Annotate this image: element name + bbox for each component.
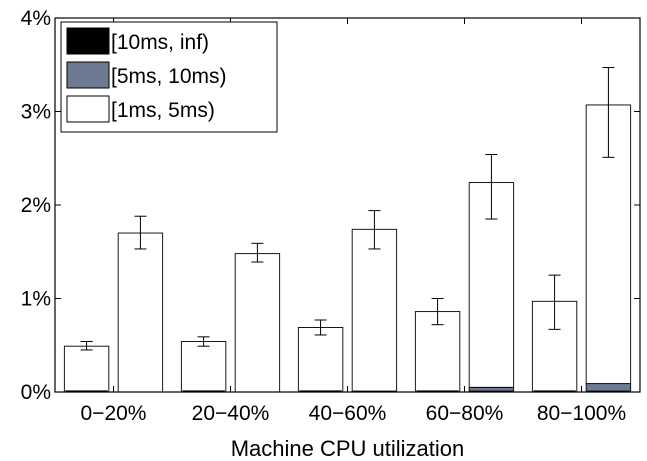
bars-layer: [63, 104, 632, 393]
errorbar-stacked-0: [134, 215, 147, 250]
errorbar-stacked-1: [251, 242, 264, 263]
bar-standalone-1: [180, 341, 227, 393]
errorbar-standalone-4: [548, 274, 561, 330]
y-tick-label-1: 1%: [21, 288, 51, 311]
y-tick-label-3: 3%: [21, 101, 51, 124]
x-axis-title: Machine CPU utilization: [231, 436, 465, 461]
legend-label-1: [5ms, 10ms): [111, 65, 227, 88]
errorbar-stacked-2: [368, 210, 381, 250]
errorbar-stacked-3: [485, 154, 498, 220]
y-tick-label-2: 2%: [21, 194, 51, 217]
bar-stacked-1-series-2: [234, 253, 281, 393]
bar-standalone-0: [63, 345, 110, 393]
legend-swatch-0: [66, 27, 110, 55]
bar-stacked-0-series-2: [117, 232, 164, 393]
bar-standalone-2: [297, 327, 344, 393]
y-axis: 0% 1% 2% 3% 4%: [21, 7, 640, 404]
bar-standalone-base-4: [533, 390, 576, 392]
bar-stacked-4-series-1: [585, 383, 632, 392]
bar-standalone-base-0: [65, 390, 108, 392]
x-axis: 0−20% 20−40% 40−60% 60−80% 80−100%: [81, 18, 626, 425]
y-tick-label-4: 4%: [21, 7, 51, 30]
legend-label-2: [1ms, 5ms): [111, 99, 215, 122]
bar-stacked-3-series-1: [468, 386, 515, 392]
errorbar-standalone-3: [431, 298, 444, 326]
x-tick-label-1: 20−40%: [192, 402, 270, 425]
legend-swatch-1: [66, 61, 110, 89]
bar-standalone-base-2: [299, 390, 342, 392]
legend-label-0: [10ms, inf): [111, 31, 209, 54]
errorbar-standalone-0: [80, 341, 93, 351]
bar-standalone-base-1: [182, 390, 225, 392]
bar-stacked-2-series-2: [351, 228, 398, 392]
bar-standalone-base-3: [416, 390, 459, 392]
x-tick-label-3: 60−80%: [426, 402, 504, 425]
errorbar-stacked-4: [602, 67, 615, 158]
errorbar-standalone-1: [197, 336, 210, 347]
errorbars-layer: [80, 67, 615, 351]
y-tick-label-0: 0%: [21, 381, 51, 404]
x-tick-label-0: 0−20%: [81, 402, 147, 425]
legend: [10ms, inf) [5ms, 10ms) [1ms, 5ms): [60, 21, 278, 133]
x-tick-label-2: 40−60%: [309, 402, 387, 425]
legend-swatch-2: [66, 95, 110, 123]
errorbar-standalone-2: [314, 319, 327, 336]
x-tick-label-4: 80−100%: [537, 402, 626, 425]
